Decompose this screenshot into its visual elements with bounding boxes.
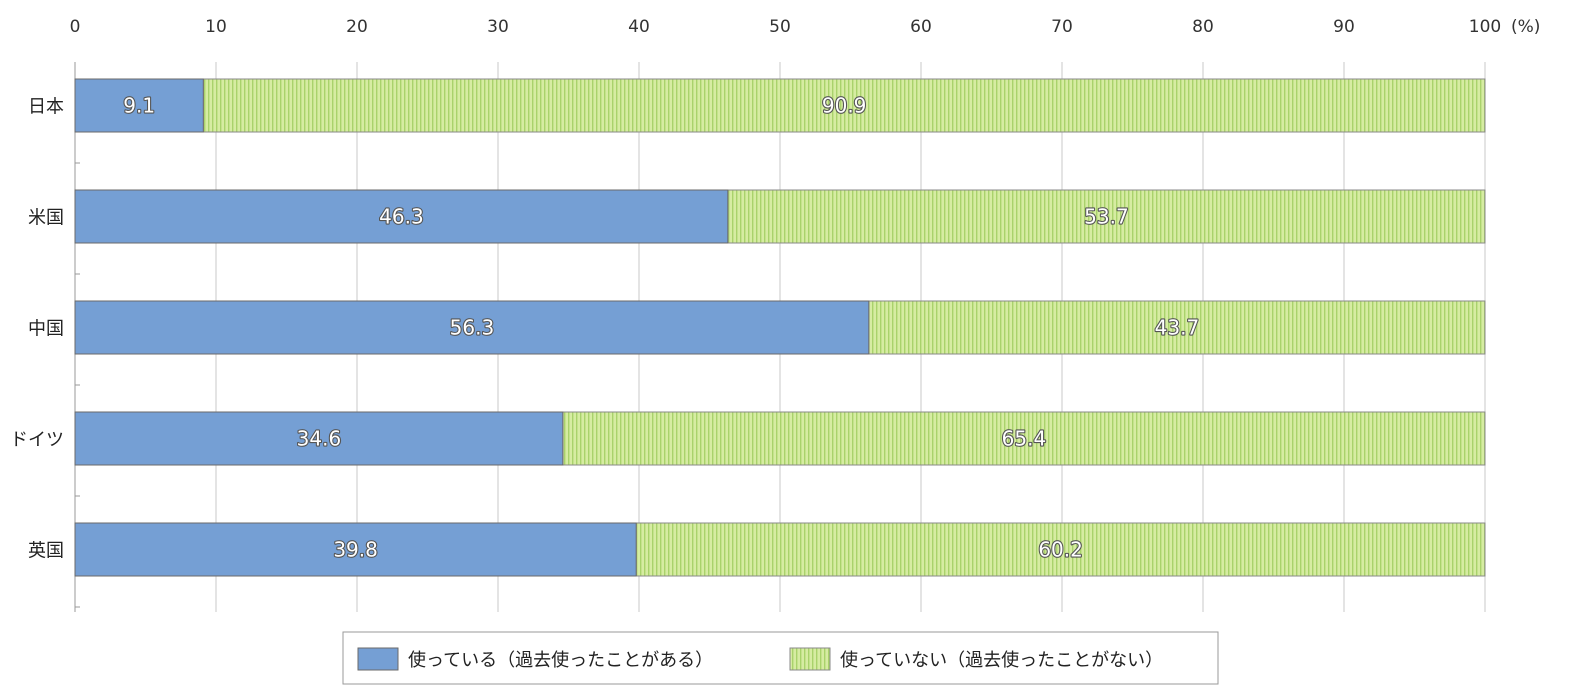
value-label-unused-1: 53.7 — [1084, 205, 1129, 229]
value-label-unused-4: 60.2 — [1038, 538, 1083, 562]
x-tick-label-20: 20 — [346, 17, 368, 37]
legend-label-used: 使っている（過去使ったことがある） — [408, 650, 713, 671]
category-label-1: 米国 — [28, 208, 64, 229]
bar-used-2 — [74, 300, 870, 355]
x-tick-label-10: 10 — [205, 17, 227, 37]
value-label-used-2: 56.3 — [450, 316, 495, 340]
bar-used-4 — [74, 522, 637, 577]
x-tick-label-0: 0 — [70, 17, 81, 37]
value-label-unused-0: 90.9 — [822, 94, 867, 118]
value-label-used-0: 9.1 — [123, 94, 155, 118]
legend-swatch-unused — [789, 647, 831, 671]
bar-used-1 — [74, 189, 729, 244]
value-label-unused-3: 65.4 — [1002, 427, 1047, 451]
bar-unused-1 — [727, 189, 1486, 244]
labels: 日本 9.1 90.9 米国 46.3 53.7 中国 56.3 43.7 ドイツ 34.6 65.4… — [10, 92, 1200, 562]
legend-label-unused: 使っていない（過去使ったことがない） — [840, 650, 1163, 671]
bar-used-0 — [74, 78, 204, 133]
legend: 使っている（過去使ったことがある） 使っていない（過去使ったことがない） — [342, 631, 1219, 685]
category-label-0: 日本 — [28, 97, 64, 118]
x-tick-label-40: 40 — [628, 17, 650, 37]
x-axis-unit-label: (%) — [1511, 17, 1540, 37]
x-tick-label-60: 60 — [910, 17, 932, 37]
x-tick-label-30: 30 — [487, 17, 509, 37]
value-label-used-4: 39.8 — [333, 538, 378, 562]
legend-swatch-used — [357, 647, 399, 671]
bars — [74, 78, 1486, 577]
legend-box — [342, 631, 1219, 685]
value-label-used-3: 34.6 — [297, 427, 342, 451]
x-tick-label-50: 50 — [769, 17, 791, 37]
category-label-3: ドイツ — [10, 430, 64, 451]
value-label-unused-2: 43.7 — [1155, 316, 1200, 340]
x-tick-label-80: 80 — [1192, 17, 1214, 37]
x-tick-label-90: 90 — [1333, 17, 1355, 37]
bar-unused-3 — [562, 411, 1486, 466]
value-label-used-1: 46.3 — [379, 205, 424, 229]
category-label-2: 中国 — [28, 319, 64, 340]
x-tick-label-70: 70 — [1051, 17, 1073, 37]
bar-unused-4 — [635, 522, 1486, 577]
x-tick-label-100: 100 — [1469, 17, 1501, 37]
category-label-4: 英国 — [28, 541, 64, 562]
bar-used-3 — [74, 411, 564, 466]
